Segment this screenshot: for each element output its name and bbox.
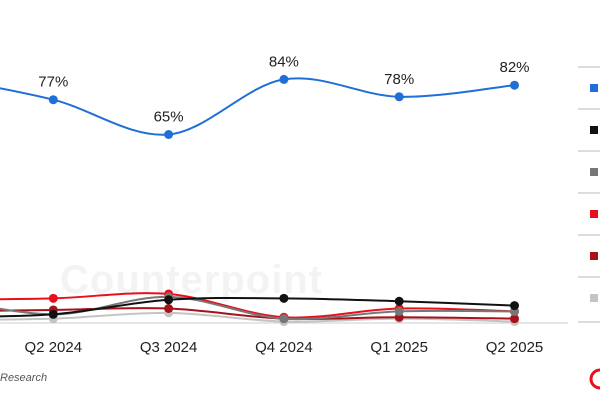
series-2-point	[279, 293, 289, 303]
series-4-point	[48, 293, 58, 303]
series-1-point	[510, 80, 519, 90]
legend-swatch-series-3	[590, 168, 598, 176]
series-2-point	[164, 295, 174, 305]
series-2-point	[510, 301, 519, 311]
x-tick-label: Q2 2025	[486, 339, 544, 356]
data-label: 82%	[499, 59, 529, 76]
series-2-point	[48, 309, 58, 319]
series-1-point	[48, 95, 58, 105]
legend-swatch-series-6	[590, 294, 598, 302]
data-label: 78%	[384, 71, 414, 88]
series-1-point	[394, 92, 404, 102]
series-3-point	[279, 314, 289, 324]
legend-swatch-series-5	[590, 252, 598, 260]
series-5-point	[164, 304, 174, 313]
series-2-point	[394, 296, 404, 306]
series-2-line	[0, 296, 515, 318]
series-6-line	[0, 311, 515, 323]
x-tick-label: Q3 2024	[140, 339, 198, 356]
x-tick-label: Q2 2024	[25, 339, 83, 356]
series-4-line	[0, 292, 515, 319]
x-tick-label: Q1 2025	[370, 339, 428, 356]
series-5-point	[510, 314, 519, 324]
series-1-point	[279, 74, 289, 84]
data-label: 77%	[38, 74, 68, 91]
legend-swatch-series-1	[590, 84, 598, 92]
data-label: 65%	[154, 109, 184, 126]
legend-swatch-series-4	[590, 210, 598, 218]
source-note: Research	[0, 372, 48, 384]
logo-icon	[589, 368, 600, 390]
series-5-line	[0, 307, 515, 321]
data-label: 84%	[269, 53, 299, 70]
x-tick-label: Q4 2024	[255, 339, 313, 356]
series-1-point	[164, 130, 174, 139]
series-3-point	[394, 306, 404, 316]
series-3-line	[0, 295, 515, 321]
legend-swatch-series-2	[590, 126, 598, 134]
series-1-line	[0, 77, 515, 136]
